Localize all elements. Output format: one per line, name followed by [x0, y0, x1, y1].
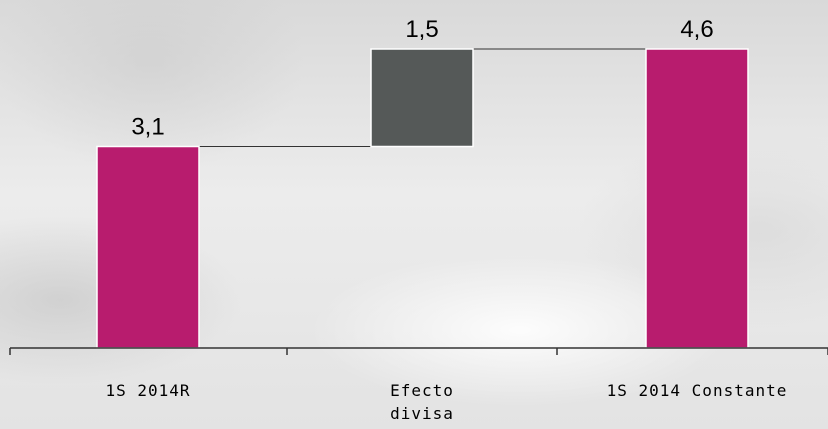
- connector-lines: [199, 48, 646, 147]
- category-label-0: 1S 2014R: [105, 381, 190, 400]
- bars: [96, 48, 749, 349]
- bar-0: [96, 145, 200, 349]
- value-labels: 3,1 1,5 4,6: [131, 16, 713, 141]
- value-label-2: 4,6: [680, 16, 713, 43]
- category-label-line: Efecto: [390, 381, 454, 400]
- value-label-1: 1,5: [405, 16, 438, 43]
- category-label-line: divisa: [390, 404, 454, 423]
- category-labels: 1S 2014R Efecto divisa 1S 2014 Constante: [105, 381, 788, 423]
- category-label-line: 1S 2014R: [105, 381, 190, 400]
- category-label-2: 1S 2014 Constante: [607, 381, 788, 400]
- value-label-0: 3,1: [131, 114, 164, 141]
- category-label-1: Efecto divisa: [390, 381, 454, 423]
- bar-1: [370, 48, 474, 148]
- category-label-line: 1S 2014 Constante: [607, 381, 788, 400]
- x-axis: [9, 347, 828, 355]
- bar-2: [645, 48, 749, 349]
